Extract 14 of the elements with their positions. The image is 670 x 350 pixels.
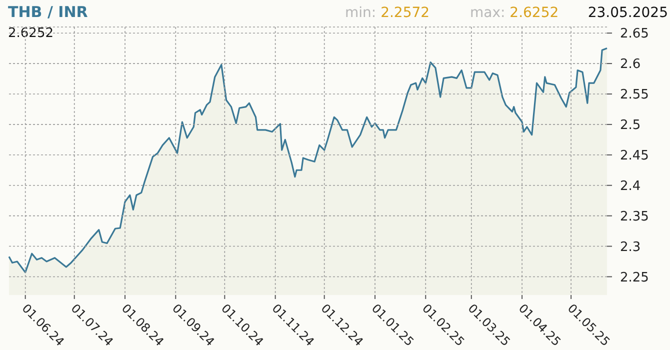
y-tick-label: 2.4 <box>620 178 641 194</box>
y-tick-label: 2.35 <box>620 209 649 224</box>
y-tick-label: 2.55 <box>620 88 649 103</box>
y-tick-label: 2.25 <box>620 270 649 286</box>
y-tick-label: 2.65 <box>620 26 649 42</box>
y-tick-label: 2.45 <box>620 148 649 164</box>
chart-title: THB / INR <box>8 3 88 21</box>
text: max: 2.6252 <box>470 5 559 21</box>
y-tick-label: 2.3 <box>620 240 641 255</box>
y-tick-label: 2.5 <box>620 118 641 134</box>
annotation: 2.6252 <box>8 26 54 41</box>
text: min: 2.2572 <box>345 5 430 21</box>
y-tick-label: 2.6 <box>620 57 641 72</box>
text: 23.05.2025 <box>588 5 668 21</box>
